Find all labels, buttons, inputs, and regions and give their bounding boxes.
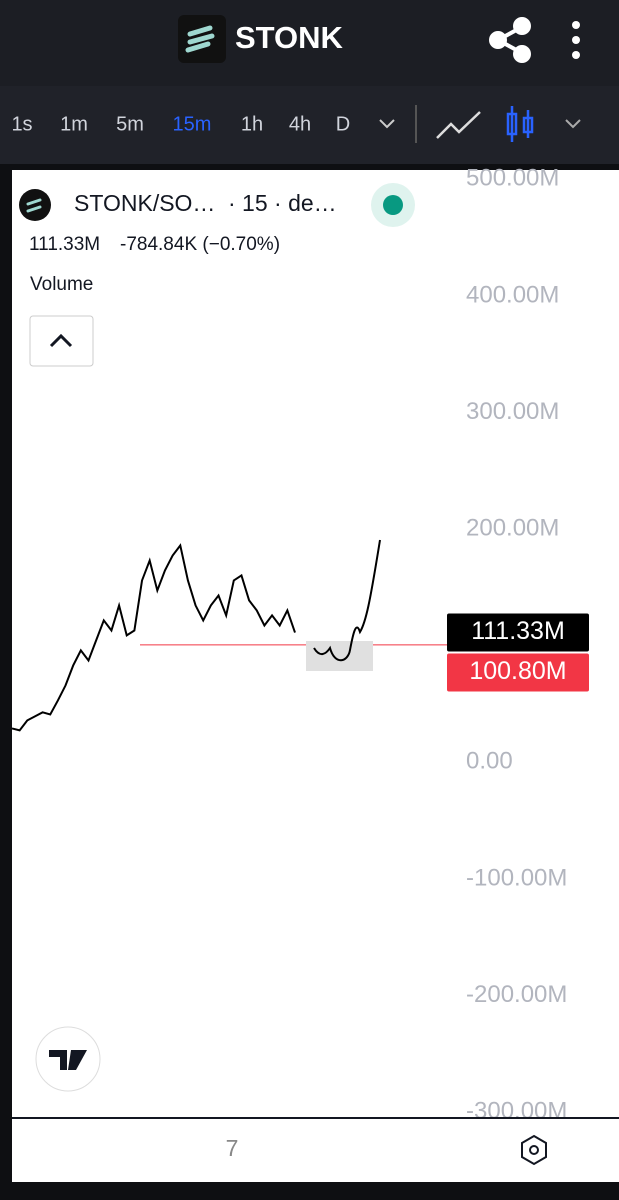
header-bar — [0, 0, 619, 86]
symbol-logo — [19, 189, 51, 221]
symbol-logo-mark — [26, 198, 42, 213]
drawing-box — [306, 641, 373, 671]
settings-button[interactable] — [521, 1134, 547, 1166]
tv-logo[interactable] — [35, 1026, 101, 1092]
change: -784.84K (−0.70%) — [120, 234, 280, 255]
interval-button[interactable]: 5m — [116, 113, 144, 135]
tv-logo-mark — [49, 1050, 87, 1070]
interval-button[interactable]: D — [336, 113, 350, 135]
y-tick-label: 300.00M — [466, 398, 559, 425]
y-tick-label: 400.00M — [466, 281, 559, 308]
candle-chart-button[interactable] — [506, 106, 534, 142]
ref-price-label: 100.80M — [469, 657, 566, 685]
interval: · 15 · de… — [228, 190, 337, 216]
y-tick-label: 0.00 — [466, 748, 513, 775]
time-label: 7 — [226, 1135, 239, 1161]
symbol: STONK/SO… — [74, 190, 215, 216]
study-name: Volume — [30, 274, 93, 295]
chart-type-dropdown[interactable] — [565, 119, 581, 129]
settings-icon — [529, 1145, 539, 1155]
collapse-button[interactable] — [29, 315, 94, 367]
interval-button[interactable]: 15m — [173, 113, 212, 135]
menu-button[interactable] — [572, 21, 580, 59]
collapse-icon — [49, 333, 73, 348]
interval-button[interactable]: 4h — [289, 113, 311, 135]
last-price-label: 111.33M — [471, 617, 565, 645]
time-axis — [12, 1118, 619, 1182]
y-tick-label: -200.00M — [466, 981, 567, 1008]
ref-price-box — [447, 653, 589, 692]
price-line — [11, 543, 296, 732]
app-title: STONK — [235, 20, 344, 55]
interval-button[interactable]: 1h — [241, 113, 263, 135]
y-tick-label: -100.00M — [466, 864, 567, 891]
last-value: 111.33M — [29, 234, 100, 255]
interval-button[interactable]: 1s — [11, 113, 32, 135]
interval-button[interactable]: 1m — [60, 113, 88, 135]
interval-dropdown[interactable] — [379, 119, 395, 129]
drawing-path — [313, 539, 381, 662]
last-price-box — [447, 613, 589, 652]
y-tick-label: 200.00M — [466, 514, 559, 541]
y-tick-label: 500.00M — [466, 165, 559, 192]
line-chart-button[interactable] — [436, 111, 481, 139]
logo-mark — [185, 25, 215, 53]
share-button[interactable] — [489, 17, 531, 63]
status-dot — [383, 195, 403, 215]
